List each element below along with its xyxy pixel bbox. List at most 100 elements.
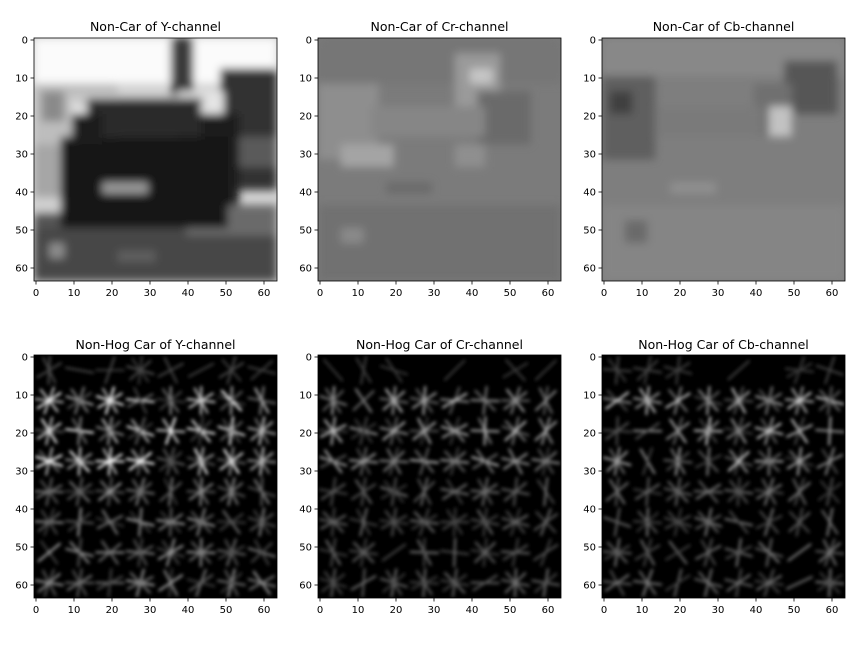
hog-gradient-stroke [502,514,529,530]
hog-gradient-stroke [503,481,527,502]
hog-gradient-stroke [756,483,782,500]
hog-gradient-stroke [817,574,843,592]
hog-gradient-stroke [604,544,631,561]
image-cr-channel [317,37,562,282]
y-axis: 0 10 20 30 40 50 60 [299,353,318,592]
hog-gradient-stroke [380,514,408,530]
x-tick-label: 20 [674,288,687,299]
hog-gradient-stroke [37,542,61,563]
y-axis: 0 10 20 30 40 50 60 [15,353,34,592]
hog-gradient-stroke [726,573,751,592]
hog-gradient-stroke [504,420,527,442]
hog-gradient-stroke [97,392,123,409]
y-tick-label: 50 [15,543,28,554]
hog-gradient-stroke [67,483,93,501]
hog-gradient-stroke [533,513,559,531]
hog-gradient-stroke [190,420,212,442]
hog-gradient-stroke [695,454,722,469]
hog-gradient-stroke [471,514,499,530]
x-tick-label: 50 [220,605,233,616]
x-tick-label: 50 [220,288,233,299]
hog-gradient-stroke [543,477,549,507]
hog-gradient-stroke [756,452,782,470]
y-tick-label: 20 [15,112,28,123]
hog-gradient-stroke [635,422,660,440]
hog-gradient-stroke [419,447,430,476]
hog-gradient-stroke [441,392,468,409]
hog-gradient-stroke [65,366,95,374]
y-tick-label: 40 [583,188,596,199]
hog-gradient-stroke [605,421,630,441]
y-tick-label: 0 [22,353,28,364]
hog-gradient-stroke [220,572,243,594]
hog-gradient-stroke [158,513,184,531]
hog-gradient-stroke [138,507,143,537]
hog-gradient-stroke [322,389,344,412]
y-tick-label: 50 [299,226,312,237]
hog-gradient-stroke [128,451,153,471]
hog-image-cr-channel [317,354,562,599]
x-tick-label: 0 [317,605,323,616]
hog-gradient-stroke [503,391,528,410]
x-axis: 0 10 20 30 40 50 60 [33,281,270,299]
x-axis: 0 10 20 30 40 50 60 [601,281,839,299]
hog-gradient-stroke [220,420,243,441]
hog-gradient-stroke [350,483,377,501]
y-axis: 0 10 20 30 40 50 60 [299,36,318,275]
x-tick-label: 30 [712,288,725,299]
hog-gradient-stroke [413,480,436,503]
x-tick-label: 40 [750,605,763,616]
hog-gradient-stroke [786,575,813,590]
hog-gradient-stroke [187,453,215,469]
y-tick-label: 40 [299,188,312,199]
hog-gradient-stroke [159,451,183,472]
hog-gradient-stroke [36,422,62,440]
y-tick-label: 10 [583,74,596,85]
y-tick-label: 20 [299,429,312,440]
hog-gradient-stroke [158,574,184,592]
hog-gradient-stroke [788,511,811,533]
hog-gradient-stroke [98,482,122,502]
hog-gradient-stroke [188,482,214,501]
y-axis: 0 10 20 30 40 50 60 [15,36,34,275]
hog-gradient-stroke [443,451,466,472]
y-tick-label: 20 [583,429,596,440]
x-tick-label: 60 [826,288,839,299]
x-tick-label: 0 [601,605,607,616]
hog-gradient-stroke [159,481,183,502]
hog-gradient-stroke [726,422,752,440]
y-tick-label: 60 [583,581,596,592]
hog-gradient-stroke [323,358,344,382]
x-tick-label: 60 [258,605,271,616]
y-tick-label: 60 [15,264,28,275]
y-tick-label: 0 [22,36,28,47]
hog-gradient-stroke [474,541,496,564]
hog-gradient-stroke [441,423,468,439]
hog-gradient-stroke [37,572,61,593]
hog-gradient-stroke [104,356,116,385]
y-tick-label: 20 [15,429,28,440]
hog-gradient-stroke [604,574,630,592]
hog-gradient-stroke [382,390,406,411]
hog-gradient-stroke [613,507,621,537]
hog-gradient-stroke [817,482,842,501]
hog-gradient-stroke [533,543,559,561]
hog-gradient-stroke [634,483,661,501]
hog-gradient-stroke [642,447,654,476]
hog-gradient-stroke [605,391,630,410]
hog-gradient-stroke [787,481,811,502]
hog-gradient-stroke [36,362,62,379]
hog-gradient-stroke [382,572,406,593]
x-axis: 0 10 20 30 40 50 60 [317,281,554,299]
hog-gradient-stroke [828,416,832,446]
panel-4: Non-Hog Car of Cr-channel 0 10 20 30 40 … [299,337,562,616]
x-axis: 0 10 20 30 40 50 60 [601,598,838,616]
y-tick-label: 0 [306,36,312,47]
y-tick-label: 30 [15,467,28,478]
x-tick-label: 40 [466,288,479,299]
hog-gradient-stroke [818,390,841,411]
hog-gradient-stroke [818,542,841,563]
hog-gradient-stroke [728,510,749,534]
hog-gradient-stroke [504,572,527,594]
